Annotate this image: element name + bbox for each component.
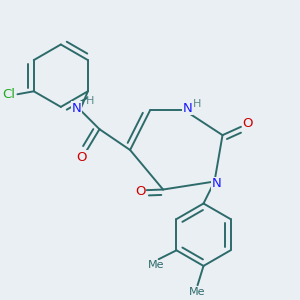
Text: Me: Me xyxy=(147,260,164,270)
Text: H: H xyxy=(193,99,201,109)
Text: N: N xyxy=(72,102,82,115)
Text: N: N xyxy=(182,102,192,115)
Text: O: O xyxy=(242,117,253,130)
Text: H: H xyxy=(86,96,95,106)
Text: Me: Me xyxy=(189,287,206,297)
Text: O: O xyxy=(76,151,87,164)
Text: N: N xyxy=(212,177,222,190)
Text: O: O xyxy=(135,185,146,198)
Text: Cl: Cl xyxy=(3,88,16,101)
